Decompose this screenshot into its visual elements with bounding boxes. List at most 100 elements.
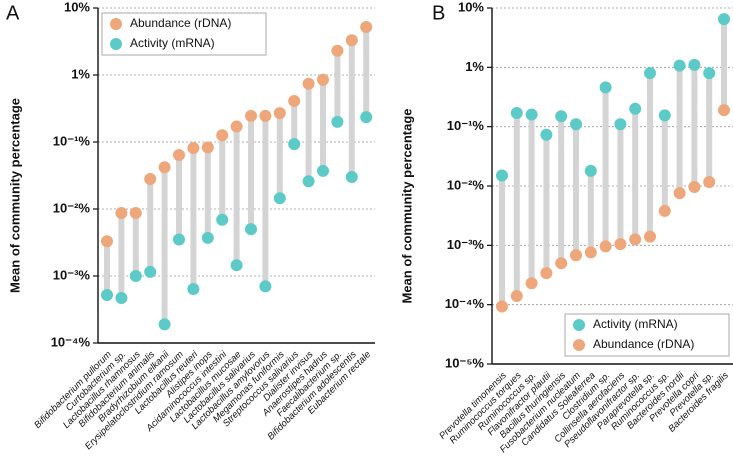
y-tick-label: 10⁻¹% [53,133,91,148]
dot [688,58,701,71]
dot [273,107,286,120]
connector [104,241,110,296]
dot [570,118,582,131]
connector [132,213,139,276]
connector [573,124,579,256]
connector [661,115,668,211]
y-tick-label: 1% [465,59,484,74]
dot [331,115,344,128]
connector [147,179,154,272]
dot [703,67,716,80]
connector [721,19,727,111]
dot [302,77,315,90]
dot [245,109,257,122]
y-axis-label: Mean of community percentage [7,98,22,293]
dot [187,282,200,295]
dot [101,289,113,302]
dot [658,109,671,122]
connector [176,154,182,240]
dot [718,104,730,117]
connector [262,115,269,287]
legend-label: Abundance (rDNA) [130,16,231,30]
dot [158,161,171,174]
dot [230,120,243,133]
dot [510,106,523,119]
legend-label: Activity (mRNA) [130,36,215,50]
dot [673,187,686,200]
connector [348,40,355,178]
connector [602,87,609,247]
y-tick-label: 10⁻²% [447,177,485,192]
y-tick-label: 10⁻⁴% [51,334,91,349]
connector [513,112,520,296]
legend-swatch [110,18,122,30]
dot [629,233,642,246]
dot [555,257,568,270]
y-tick-label: 10% [64,0,90,14]
connector [632,108,639,240]
dot [584,246,597,259]
dot [216,129,229,142]
dot [230,259,243,272]
dot [259,280,272,293]
dot [216,213,229,226]
connector [499,175,505,307]
legend-swatch [573,339,585,351]
dot [496,300,508,313]
connector [190,148,197,289]
dot [273,192,286,205]
dot [360,111,373,124]
connector [647,73,653,237]
dot [658,204,671,217]
connector [691,64,698,188]
connector [558,116,565,264]
dot [614,238,627,251]
connector [528,114,535,284]
connector [291,100,298,145]
dot [614,118,627,131]
dot [525,108,538,121]
dot [101,235,113,248]
dot [496,169,508,182]
connector [617,124,624,245]
dot [288,94,301,107]
y-tick-label: 1% [71,66,90,81]
connector [363,27,370,118]
dot [302,175,315,188]
dot [584,164,597,177]
dot [673,59,686,72]
dot [345,171,358,184]
dot [599,81,612,94]
connector [248,115,254,230]
connector [161,167,168,325]
dot [688,181,701,194]
connector [587,170,594,253]
panel-label: A [6,2,20,24]
dot [245,223,257,236]
y-tick-label: 10⁻³% [53,267,91,282]
dot [525,277,538,290]
legend-box [564,313,730,357]
dot [144,173,157,186]
connector [305,83,312,182]
dot [129,270,142,282]
dot [173,148,185,161]
legend-label: Activity (mRNA) [593,317,678,331]
dot [510,289,523,302]
dot [644,67,656,80]
connector [118,213,125,298]
y-tick-label: 10⁻⁴% [445,296,485,311]
connector [276,113,283,199]
y-tick-label: 10⁻³% [447,237,485,252]
y-tick-label: 10⁻⁵% [445,355,484,370]
dot [360,21,373,34]
dot [288,138,301,151]
legend-box [101,12,267,56]
dot [644,230,656,243]
legend-swatch [110,38,122,50]
dot [345,34,358,47]
connector [706,73,713,182]
dot [570,249,582,262]
panel-label: B [432,2,445,24]
